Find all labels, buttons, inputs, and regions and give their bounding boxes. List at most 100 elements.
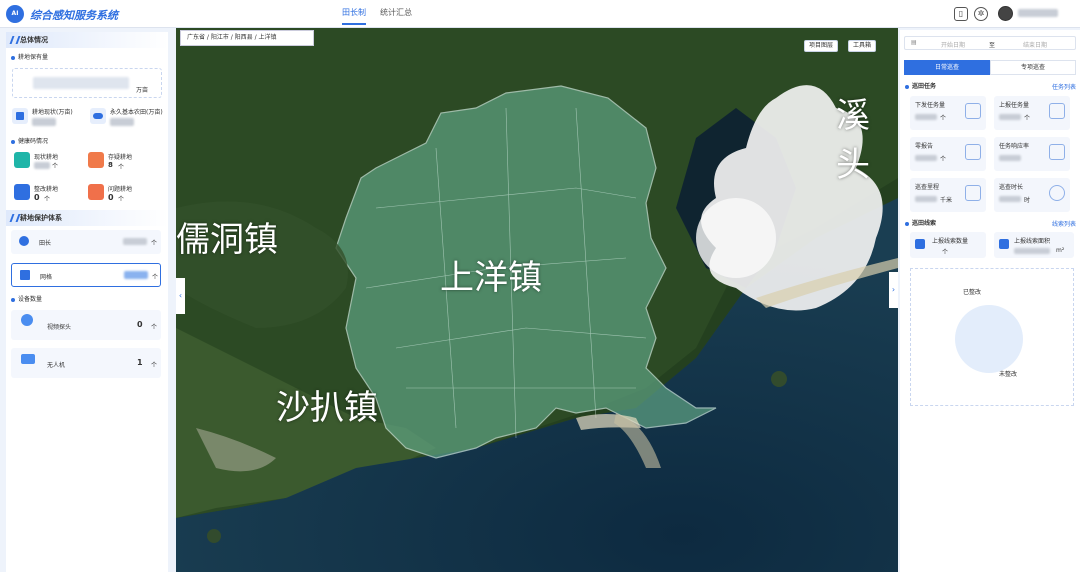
collapse-right-icon[interactable]: › — [889, 272, 898, 308]
task-card: 巡查里程 千米 — [910, 178, 986, 212]
farmland-area-icon — [12, 108, 28, 124]
right-panel: ▤ 开始日期 至 结束日期 日常巡查 专项巡查 巡田任务 任务列表 下发任务量个… — [900, 30, 1080, 572]
protect-item-field-chief[interactable]: 田长 个 — [11, 230, 161, 254]
app-title: 综合感知服务系统 — [30, 9, 118, 22]
map-canvas[interactable] — [176, 28, 898, 572]
top-bar: AI 综合感知服务系统 田长制 统计汇总 ▯ ✲ — [0, 0, 1080, 28]
task-label: 零报告 — [915, 143, 934, 150]
date-start[interactable]: 开始日期 — [941, 42, 966, 49]
date-range-picker[interactable]: ▤ 开始日期 至 结束日期 — [904, 36, 1076, 50]
camera-icon — [21, 314, 33, 326]
user-name[interactable] — [1018, 9, 1058, 17]
app-logo: AI — [6, 5, 24, 23]
task-heading: 巡田任务 — [900, 81, 936, 93]
checklist-icon — [965, 103, 981, 119]
device-label: 视频探头 — [47, 324, 72, 331]
task-value — [915, 196, 937, 202]
farmland-total-value — [33, 77, 129, 89]
clock-icon — [1049, 185, 1065, 201]
protect-value — [124, 271, 148, 279]
tab-statistics[interactable]: 统计汇总 — [380, 8, 412, 17]
health-value: 8 — [108, 161, 113, 169]
unit-label: 个 — [151, 324, 158, 331]
map-label-northeast: 溪头 — [836, 96, 870, 185]
date-end[interactable]: 结束日期 — [1023, 42, 1048, 49]
task-list-link[interactable]: 任务列表 — [1051, 84, 1076, 91]
protect-label: 田长 — [39, 240, 52, 247]
unit-label: 个 — [151, 240, 158, 247]
health-label: 整改耕地 — [34, 186, 59, 193]
pie-label-fixed: 已整改 — [963, 289, 982, 296]
clue-card: 上报线索数量个 — [910, 232, 986, 258]
farmland-area-label: 耕地现状(万亩) — [32, 109, 73, 116]
left-panel: 总体情况 耕地保有量 万亩 耕地现状(万亩) 永久基本农田(万亩) 健康码情况 … — [6, 32, 168, 572]
farmland-heading: 耕地保有量 — [6, 52, 168, 64]
clue-heading: 巡田线索 — [900, 218, 936, 230]
person-icon — [19, 236, 29, 246]
task-value — [915, 114, 937, 120]
task-card: 上报任务量个 — [994, 96, 1070, 130]
device-item-drone[interactable]: 无人机 1 个 — [11, 348, 161, 378]
device-item-camera[interactable]: 视频探头 0 个 — [11, 310, 161, 340]
unit-label: 个 — [44, 196, 51, 203]
farmland-area-value — [32, 118, 56, 126]
task-value — [915, 155, 937, 161]
task-unit: 千米 — [940, 197, 953, 204]
map-label-west: 儒洞镇 — [176, 220, 278, 260]
device-value: 1 — [137, 358, 143, 367]
phone-icon[interactable]: ▯ — [954, 7, 968, 21]
task-value — [999, 114, 1021, 120]
task-label: 巡查里程 — [915, 184, 940, 191]
health-label: 现状耕地 — [34, 154, 59, 161]
task-card: 下发任务量个 — [910, 96, 986, 130]
clue-unit: 个 — [942, 249, 949, 256]
unit-label: 个 — [52, 163, 59, 170]
clue-label: 上报线索数量 — [932, 238, 969, 245]
response-icon — [1049, 144, 1065, 160]
task-label: 巡查时长 — [999, 184, 1024, 191]
collapse-left-icon[interactable]: ‹ — [176, 278, 185, 314]
basic-farmland-label: 永久基本农田(万亩) — [110, 109, 163, 116]
breadcrumb[interactable]: 广东省 / 阳江市 / 阳西县 / 上洋镇 — [180, 30, 314, 46]
device-label: 无人机 — [47, 362, 66, 369]
protect-value — [123, 238, 147, 245]
qr-code-icon-green — [14, 152, 30, 168]
qr-code-icon-orange — [88, 152, 104, 168]
box-icon — [915, 239, 925, 249]
task-card: 巡查时长时 — [994, 178, 1070, 212]
health-label: 问题耕地 — [108, 186, 133, 193]
satellite-map[interactable]: 广东省 / 阳江市 / 阳西县 / 上洋镇 项目图层 工具箱 ‹ › 上洋镇 儒… — [176, 28, 898, 572]
area-icon — [999, 239, 1009, 249]
upload-icon — [1049, 103, 1065, 119]
pie-chart-panel: 已整改 未整改 — [910, 268, 1074, 406]
user-avatar[interactable] — [998, 6, 1013, 21]
overview-heading: 总体情况 — [6, 32, 168, 48]
clue-list-link[interactable]: 线索列表 — [1051, 221, 1076, 228]
date-separator: 至 — [989, 42, 996, 49]
task-label: 上报任务量 — [999, 102, 1030, 109]
tab-daily-patrol[interactable]: 日常巡查 — [904, 60, 990, 75]
project-layer-button[interactable]: 项目图层 — [804, 40, 839, 52]
task-unit: 个 — [1024, 115, 1031, 122]
unit-label: 个 — [151, 362, 158, 369]
task-card: 任务响应率 — [994, 137, 1070, 171]
task-label: 任务响应率 — [999, 143, 1030, 150]
protect-heading: 耕地保护体系 — [6, 210, 168, 226]
task-unit: 个 — [940, 115, 947, 122]
toolbox-button[interactable]: 工具箱 — [848, 40, 877, 52]
calendar-icon: ▤ — [911, 39, 917, 46]
basic-farmland-icon — [90, 108, 106, 124]
basic-farmland-value — [110, 118, 134, 126]
protect-item-grid[interactable]: 网格 个 — [11, 263, 161, 287]
health-value-blurred — [34, 162, 50, 169]
map-label-southwest: 沙扒镇 — [276, 388, 378, 428]
tab-special-patrol[interactable]: 专项巡查 — [990, 60, 1076, 75]
map-label-center: 上洋镇 — [440, 258, 542, 298]
device-heading: 设备数量 — [6, 294, 166, 306]
device-value: 0 — [137, 320, 143, 329]
grid-icon — [20, 270, 30, 280]
tab-field-chief[interactable]: 田长制 — [342, 7, 366, 25]
health-value: 0 — [34, 193, 40, 202]
settings-icon[interactable]: ✲ — [974, 7, 988, 21]
protect-label: 网格 — [40, 274, 53, 281]
